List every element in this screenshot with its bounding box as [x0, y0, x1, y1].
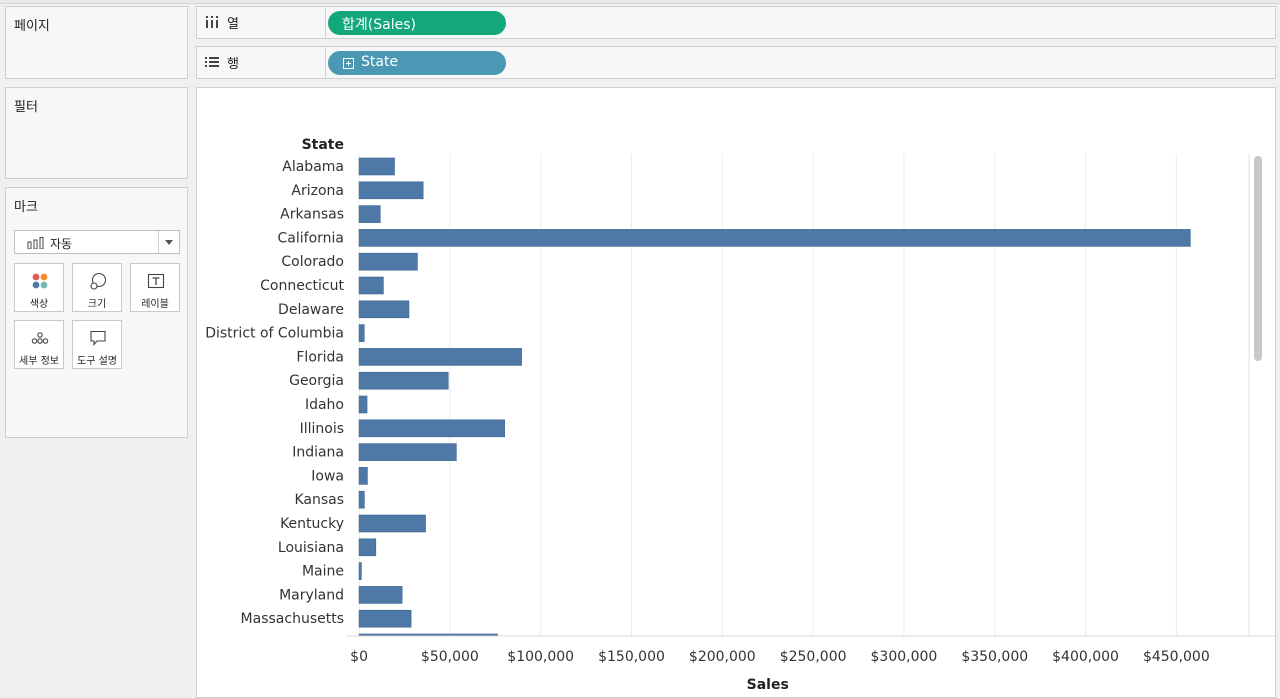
rows-shelf-label: 행 — [227, 57, 239, 72]
bar-georgia — [358, 371, 449, 390]
bar-louisiana — [358, 538, 377, 557]
x-tick-label: $400,000 — [1052, 649, 1119, 665]
bar-district-of-columbia — [358, 324, 365, 342]
bar-alabama — [358, 157, 395, 176]
bar-illinois — [358, 419, 505, 438]
tooltip-button[interactable]: 도구 설명 — [72, 320, 122, 369]
state-label: Indiana — [292, 445, 344, 461]
state-label: Massachusetts — [241, 611, 344, 627]
bar-connecticut — [358, 276, 384, 295]
bar-colorado — [358, 252, 418, 271]
chevron-down-icon[interactable] — [158, 231, 179, 253]
bar-delaware — [358, 300, 410, 319]
bar-michigan — [358, 633, 498, 636]
state-label: Maryland — [279, 587, 344, 603]
filters-card[interactable]: 필터 — [5, 87, 188, 179]
x-tick-label: $150,000 — [598, 649, 665, 665]
pages-card[interactable]: 페이지 — [5, 6, 188, 79]
chart-view[interactable]: State Alabama Arizona Arkansas California Col… — [196, 87, 1276, 698]
detail-button-label: 세부 정보 — [19, 356, 59, 367]
state-label: Arizona — [291, 183, 344, 199]
tooltip-button-label: 도구 설명 — [77, 356, 117, 367]
x-tick-label: $100,000 — [507, 649, 574, 665]
x-tick-label: $50,000 — [421, 649, 479, 665]
sum-sales-pill[interactable]: 합계(Sales) — [328, 11, 506, 35]
top-toolbar-strip — [0, 0, 1280, 4]
x-tick-label: $250,000 — [780, 649, 847, 665]
marks-card: 마크 자동 색상 크기 레이블 — [5, 187, 188, 438]
rows-icon — [205, 57, 219, 67]
mark-type-label: 자동 — [50, 237, 73, 251]
bar-indiana — [358, 443, 457, 461]
bar-florida — [358, 348, 522, 366]
text-label-icon — [147, 273, 165, 289]
sum-sales-pill-label: 합계(Sales) — [342, 17, 416, 33]
state-label: Colorado — [281, 254, 344, 270]
state-label: Kansas — [294, 492, 344, 508]
state-label: Arkansas — [280, 207, 344, 223]
size-button-label: 크기 — [87, 299, 107, 310]
state-label: California — [278, 230, 344, 246]
bar-iowa — [358, 467, 368, 485]
state-label: Idaho — [305, 397, 344, 413]
state-label: Georgia — [289, 373, 344, 389]
state-label: District of Columbia — [205, 326, 344, 342]
label-button-label: 레이블 — [141, 299, 169, 310]
sales-by-state-chart: State Alabama Arizona Arkansas California Col… — [205, 137, 1275, 693]
filters-card-title: 필터 — [14, 100, 38, 115]
bar-california — [358, 229, 1191, 247]
bar-arizona — [358, 181, 424, 200]
state-label: Iowa — [311, 468, 344, 484]
bar-arkansas — [358, 205, 381, 223]
columns-shelf-label: 열 — [227, 17, 239, 32]
state-pill[interactable]: State — [328, 51, 506, 75]
bar-maine — [358, 562, 362, 580]
state-pill-label: State — [361, 54, 399, 70]
color-button-label: 색상 — [29, 299, 49, 310]
mark-type-dropdown[interactable]: 자동 — [14, 230, 180, 254]
x-tick-label: $0 — [350, 649, 368, 665]
label-button[interactable]: 레이블 — [130, 263, 180, 312]
x-tick-label: $450,000 — [1143, 649, 1210, 665]
x-tick-label: $200,000 — [689, 649, 756, 665]
state-label: Michigan — [281, 635, 344, 651]
x-tick-label: $350,000 — [961, 649, 1028, 665]
pages-card-title: 페이지 — [14, 19, 50, 34]
state-label: Illinois — [300, 421, 344, 437]
size-button[interactable]: 크기 — [72, 263, 122, 312]
columns-shelf-header: 열 — [197, 7, 326, 38]
scrollbar-thumb[interactable] — [1254, 156, 1262, 361]
state-label: Alabama — [282, 159, 344, 175]
bar-maryland — [358, 586, 403, 604]
state-label: Maine — [302, 564, 344, 580]
rows-shelf[interactable]: 행 State — [196, 46, 1276, 79]
detail-button[interactable]: 세부 정보 — [14, 320, 64, 369]
state-label: Kentucky — [280, 516, 344, 532]
bar-chart-icon — [27, 237, 44, 249]
bar-kentucky — [358, 514, 426, 533]
x-tick-label: $300,000 — [871, 649, 938, 665]
state-label: Connecticut — [260, 278, 344, 294]
columns-shelf[interactable]: 열 합계(Sales) — [196, 6, 1276, 39]
color-button[interactable]: 색상 — [14, 263, 64, 312]
bar-massachusetts — [358, 609, 412, 628]
bar-kansas — [358, 490, 365, 509]
marks-card-title: 마크 — [14, 200, 38, 215]
state-label: Florida — [296, 349, 344, 365]
row-header-state: State — [302, 137, 344, 153]
expand-plus-icon[interactable] — [343, 58, 354, 69]
x-axis-title: Sales — [747, 677, 789, 693]
color-palette-icon — [32, 273, 48, 289]
state-label: Louisiana — [278, 540, 344, 556]
tooltip-bubble-icon — [90, 330, 106, 346]
size-icon — [90, 272, 107, 290]
columns-icon — [206, 16, 218, 28]
detail-dots-icon — [31, 332, 49, 344]
bar-idaho — [358, 395, 368, 414]
rows-shelf-header: 행 — [197, 47, 326, 78]
state-label: Delaware — [278, 302, 344, 318]
